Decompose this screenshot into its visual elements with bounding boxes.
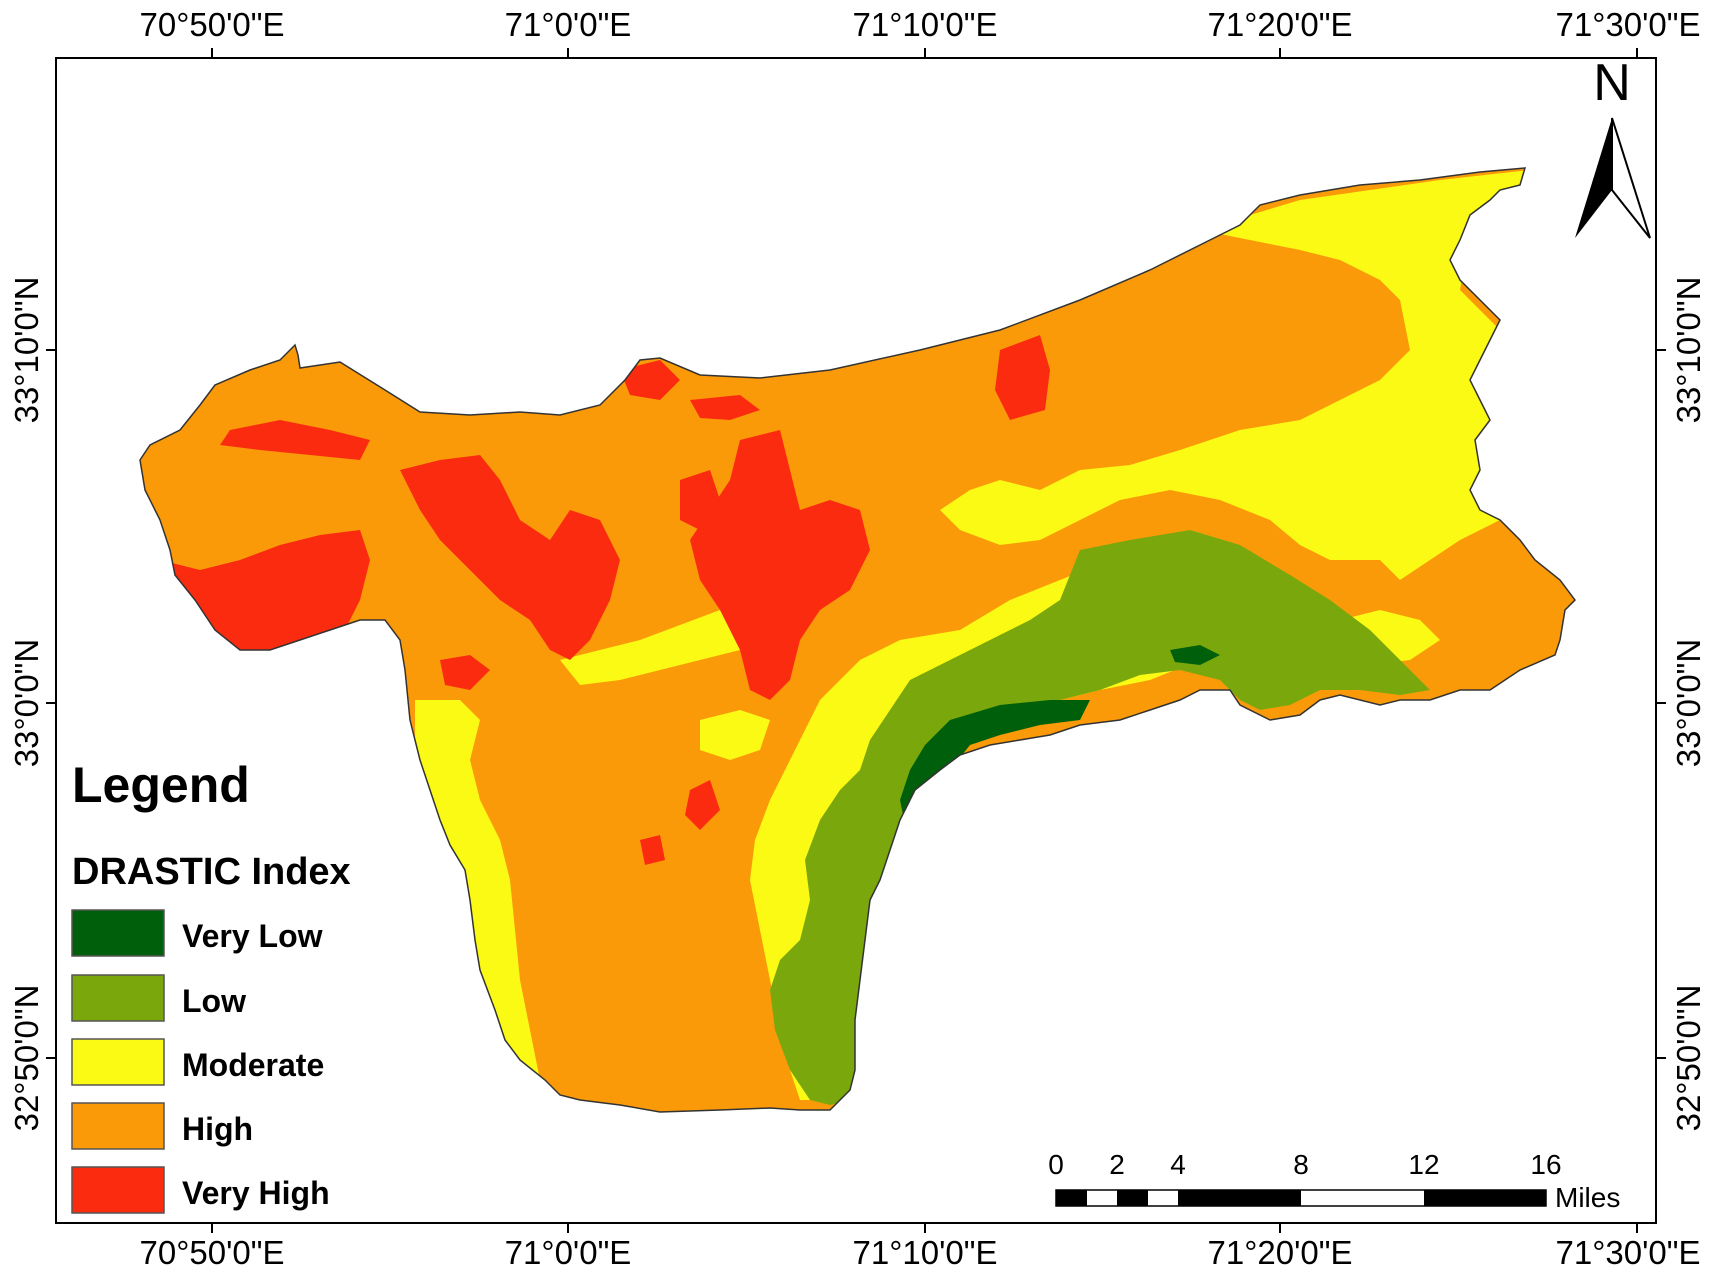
legend-label: High: [182, 1111, 253, 1147]
legend-swatch: [71, 1038, 165, 1086]
legend: Legend DRASTIC Index Very Low Low Modera…: [71, 757, 351, 1214]
lon-label-top: 71°10'0"E: [853, 6, 998, 43]
graticule-ticks: [46, 48, 1666, 1233]
legend-subtitle: DRASTIC Index: [72, 851, 351, 893]
legend-swatch: [71, 1166, 165, 1214]
north-arrow-label: N: [1593, 54, 1631, 112]
scale-tick: 4: [1170, 1149, 1186, 1180]
lon-label-top: 71°0'0"E: [505, 6, 632, 43]
low-zones: [770, 530, 1430, 1105]
legend-item: Very High: [71, 1166, 330, 1214]
legend-swatch: [71, 974, 165, 1022]
legend-item: Moderate: [71, 1038, 324, 1086]
lat-label-right: 33°0'0"N: [1670, 639, 1707, 767]
legend-label: Moderate: [182, 1047, 324, 1083]
lon-label-bottom: 70°50'0"E: [140, 1234, 285, 1271]
legend-label: Very High: [182, 1175, 330, 1211]
north-arrow: N: [1575, 54, 1651, 239]
legend-swatch: [71, 1102, 165, 1150]
legend-item: Very Low: [71, 909, 323, 957]
legend-label: Low: [182, 983, 246, 1019]
lat-label-right: 32°50'0"N: [1670, 985, 1707, 1132]
lon-label-bottom: 71°10'0"E: [853, 1234, 998, 1271]
lon-label-bottom: 71°30'0"E: [1556, 1234, 1701, 1271]
very-high-zones: [160, 335, 1050, 865]
scale-tick: 0: [1048, 1149, 1064, 1180]
longitude-labels-top: 70°50'0"E 71°0'0"E 71°10'0"E 71°20'0"E 7…: [140, 6, 1701, 43]
lat-label-right: 33°10'0"N: [1670, 277, 1707, 424]
very-low-zones: [900, 645, 1220, 830]
latitude-labels-left: 33°10'0"N 33°0'0"N 32°50'0"N: [8, 277, 45, 1132]
scale-tick: 12: [1408, 1149, 1439, 1180]
scale-tick: 2: [1109, 1149, 1125, 1180]
legend-label: Very Low: [182, 918, 323, 954]
scale-tick: 8: [1293, 1149, 1309, 1180]
scale-tick: 16: [1530, 1149, 1561, 1180]
north-arrow-icon: [1575, 117, 1651, 239]
lat-label-left: 33°10'0"N: [8, 277, 45, 424]
legend-item: High: [71, 1102, 253, 1150]
lon-label-top: 70°50'0"E: [140, 6, 285, 43]
lon-label-bottom: 71°20'0"E: [1208, 1234, 1353, 1271]
legend-swatch: [71, 909, 165, 957]
longitude-labels-bottom: 70°50'0"E 71°0'0"E 71°10'0"E 71°20'0"E 7…: [140, 1234, 1701, 1271]
lon-label-top: 71°20'0"E: [1208, 6, 1353, 43]
legend-title: Legend: [72, 757, 250, 813]
scale-unit: Miles: [1555, 1182, 1620, 1213]
lat-label-left: 33°0'0"N: [8, 639, 45, 767]
lon-label-top: 71°30'0"E: [1556, 6, 1701, 43]
lon-label-bottom: 71°0'0"E: [505, 1234, 632, 1271]
legend-item: Low: [71, 974, 246, 1022]
scale-bar: 0 2 4 8 12 16 Miles: [1048, 1149, 1620, 1213]
latitude-labels-right: 33°10'0"N 33°0'0"N 32°50'0"N: [1670, 277, 1707, 1132]
lat-label-left: 32°50'0"N: [8, 985, 45, 1132]
study-area-outline: [139, 167, 1576, 1113]
